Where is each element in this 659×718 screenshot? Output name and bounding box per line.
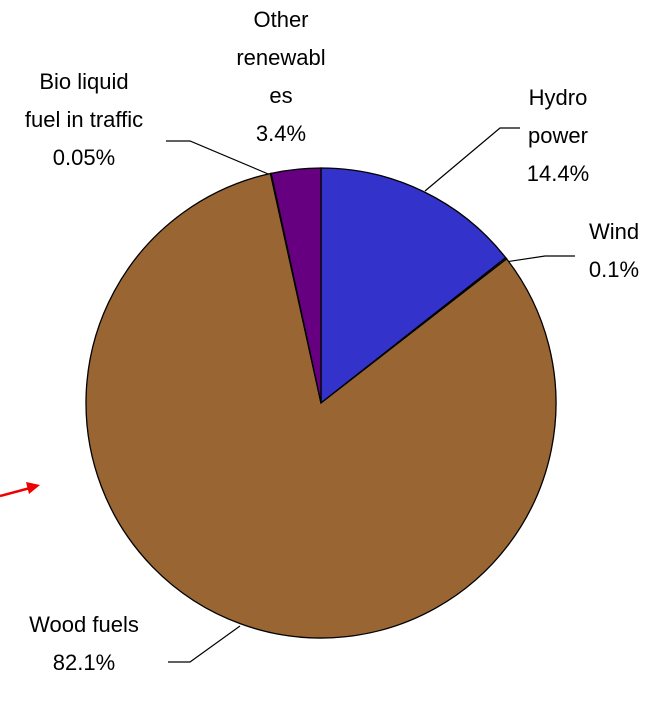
- category-name: Hydro power: [528, 85, 588, 148]
- pie-slice: [320, 167, 507, 405]
- value-label: 14.4%: [526, 161, 590, 186]
- slice-label: Hydro power 14.4%: [511, 79, 606, 193]
- arrow-head: [26, 482, 40, 494]
- category-name: Wood fuels: [29, 612, 139, 637]
- category-name: Bio liquid fuel in traffic: [24, 69, 144, 132]
- arrow-shaft: [0, 486, 31, 498]
- category-name: Wind: [588, 219, 640, 244]
- value-label: 82.1%: [52, 650, 116, 675]
- value-label: 0.05%: [52, 145, 116, 170]
- arrow: [0, 482, 40, 498]
- leader-line: [166, 140, 274, 177]
- leader-line: [504, 255, 575, 263]
- category-name: Other renewables: [236, 7, 326, 108]
- slice-label: Other renewables 3.4%: [231, 1, 331, 153]
- pie-slice: [270, 167, 322, 404]
- leader-lines: [166, 127, 575, 663]
- leader-line: [424, 127, 520, 192]
- value-label: 0.1%: [588, 257, 640, 282]
- slice-label: Wind 0.1%: [574, 213, 654, 289]
- slice-label: Wood fuels 82.1%: [24, 606, 144, 682]
- leader-line: [168, 625, 241, 663]
- value-label: 3.4%: [255, 121, 307, 146]
- pie-slice: [85, 172, 557, 639]
- slice-label: Bio liquid fuel in traffic 0.05%: [22, 63, 147, 177]
